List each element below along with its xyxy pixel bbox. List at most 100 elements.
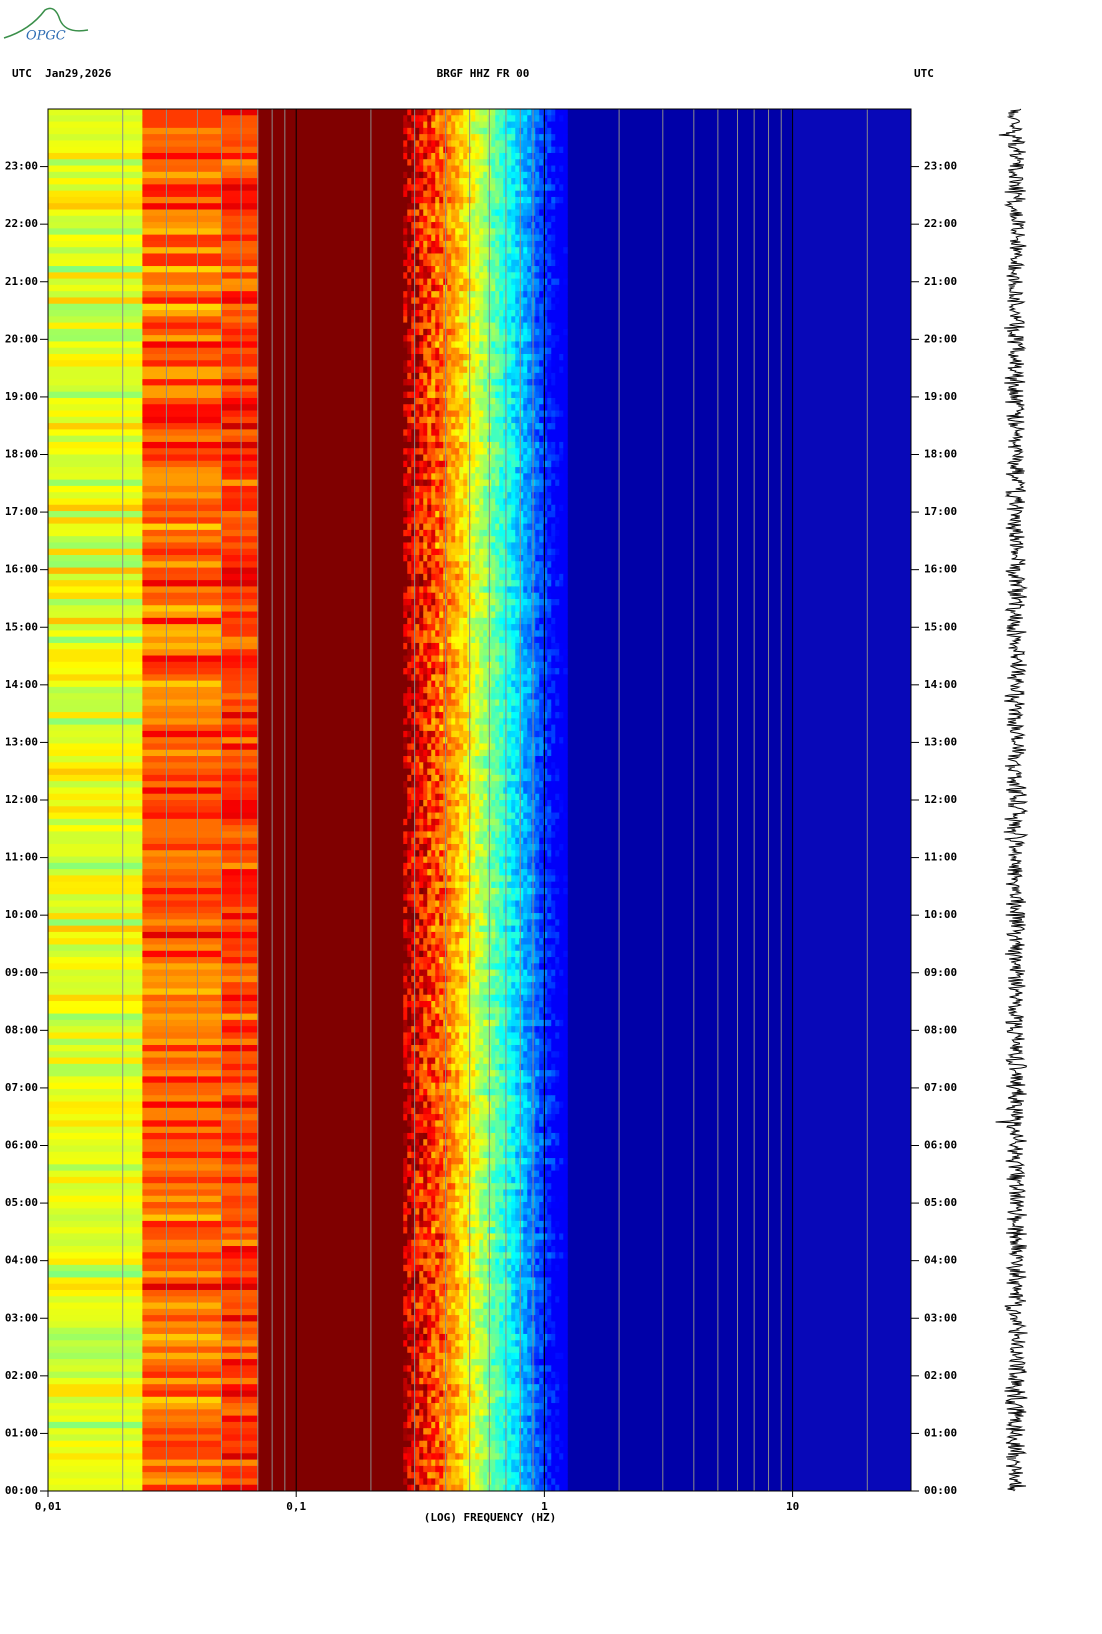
spectrogram-cell — [483, 253, 488, 261]
spectrogram-cell — [439, 812, 444, 820]
spectrogram-cell — [463, 448, 468, 455]
spectrogram-cell — [555, 284, 560, 292]
spectrogram-cell — [455, 768, 460, 776]
spectrogram-cell — [559, 674, 564, 682]
spectrogram-cell — [221, 328, 259, 336]
spectrogram-cell — [463, 109, 468, 116]
spectrogram-cell — [511, 567, 516, 575]
spectrogram-cell — [435, 190, 440, 198]
spectrogram-cell — [403, 611, 408, 619]
spectrogram-cell — [427, 617, 432, 625]
spectrogram-cell — [563, 134, 568, 141]
spectrogram-cell — [563, 580, 568, 587]
spectrogram-cell — [551, 680, 556, 688]
spectrogram-cell — [499, 617, 504, 625]
spectrogram-cell — [535, 209, 540, 217]
spectrogram-cell — [407, 473, 412, 481]
spectrogram-cell — [479, 240, 484, 248]
spectrogram-cell — [431, 360, 436, 368]
spectrogram-cell — [435, 335, 440, 342]
spectrogram-cell — [463, 291, 468, 298]
spectrogram-cell — [491, 316, 496, 324]
spectrogram-cell — [483, 303, 488, 311]
spectrogram-cell — [507, 536, 512, 543]
spectrogram-cell — [455, 517, 460, 525]
spectrogram-cell — [507, 360, 512, 368]
spectrogram-cell — [423, 184, 428, 192]
spectrogram-cell — [551, 240, 556, 248]
spectrogram-cell — [435, 661, 440, 669]
spectrogram-cell — [515, 159, 520, 167]
spectrogram-cell — [535, 247, 540, 254]
spectrogram-cell — [451, 284, 456, 292]
spectrogram-cell — [447, 674, 452, 682]
spectrogram-cell — [495, 774, 500, 782]
spectrogram-cell — [555, 190, 560, 198]
spectrogram-cell — [411, 397, 416, 405]
spectrogram-cell — [511, 561, 516, 569]
spectrogram-cell — [142, 586, 222, 594]
spectrogram-cell — [479, 756, 484, 763]
spectrogram-cell — [431, 146, 436, 154]
spectrogram-cell — [475, 793, 480, 801]
spectrogram-cell — [551, 115, 556, 123]
spectrogram-cell — [451, 196, 456, 204]
spectrogram-cell — [407, 605, 412, 613]
spectrogram-cell — [479, 586, 484, 594]
spectrogram-cell — [491, 127, 496, 135]
spectrogram-cell — [463, 617, 468, 625]
spectrogram-cell — [495, 109, 500, 116]
spectrogram-cell — [515, 686, 520, 694]
spectrogram-cell — [423, 140, 428, 148]
spectrogram-cell — [559, 146, 564, 154]
spectrogram-cell — [142, 655, 222, 663]
spectrogram-cell — [479, 642, 484, 650]
spectrogram-cell — [555, 165, 560, 173]
spectrogram-cell — [459, 253, 464, 261]
spectrogram-cell — [415, 749, 420, 757]
spectrogram-cell — [475, 529, 480, 537]
spectrogram-cell — [479, 693, 484, 700]
spectrogram-cell — [555, 448, 560, 455]
spectrogram-cell — [511, 391, 516, 399]
spectrogram-cell — [451, 240, 456, 248]
spectrogram-cell — [523, 586, 528, 594]
spectrogram-cell — [539, 303, 544, 311]
spectrogram-cell — [48, 624, 143, 631]
spectrogram-cell — [515, 341, 520, 349]
spectrogram-cell — [547, 580, 552, 587]
spectrogram-cell — [555, 730, 560, 738]
spectrogram-cell — [415, 712, 420, 719]
spectrogram-cell — [451, 536, 456, 543]
spectrogram-cell — [411, 561, 416, 569]
spectrogram-cell — [511, 686, 516, 694]
spectrogram-cell — [221, 341, 259, 349]
spectrogram-cell — [447, 655, 452, 663]
spectrogram-cell — [515, 806, 520, 814]
spectrogram-cell — [523, 812, 528, 820]
spectrogram-cell — [439, 353, 444, 361]
spectrogram-cell — [507, 140, 512, 148]
spectrogram-cell — [455, 278, 460, 286]
spectrogram-cell — [543, 611, 548, 619]
spectrogram-cell — [511, 322, 516, 330]
spectrogram-cell — [507, 592, 512, 600]
spectrogram-cell — [555, 517, 560, 525]
spectrogram-cell — [427, 291, 432, 298]
spectrogram-cell — [527, 310, 532, 317]
spectrogram-cell — [447, 705, 452, 713]
spectrogram-cell — [411, 542, 416, 550]
spectrogram-cell — [483, 605, 488, 613]
spectrogram-cell — [491, 184, 496, 192]
spectrogram-cell — [447, 548, 452, 556]
spectrogram-cell — [523, 190, 528, 198]
spectrogram-cell — [411, 328, 416, 336]
spectrogram-cell — [415, 435, 420, 443]
spectrogram-cell — [423, 705, 428, 713]
spectrogram-cell — [495, 297, 500, 305]
spectrogram-cell — [523, 800, 528, 807]
spectrogram-cell — [403, 523, 408, 531]
spectrogram-cell — [511, 467, 516, 474]
spectrogram-cell — [563, 536, 568, 543]
spectrogram-cell — [427, 567, 432, 575]
